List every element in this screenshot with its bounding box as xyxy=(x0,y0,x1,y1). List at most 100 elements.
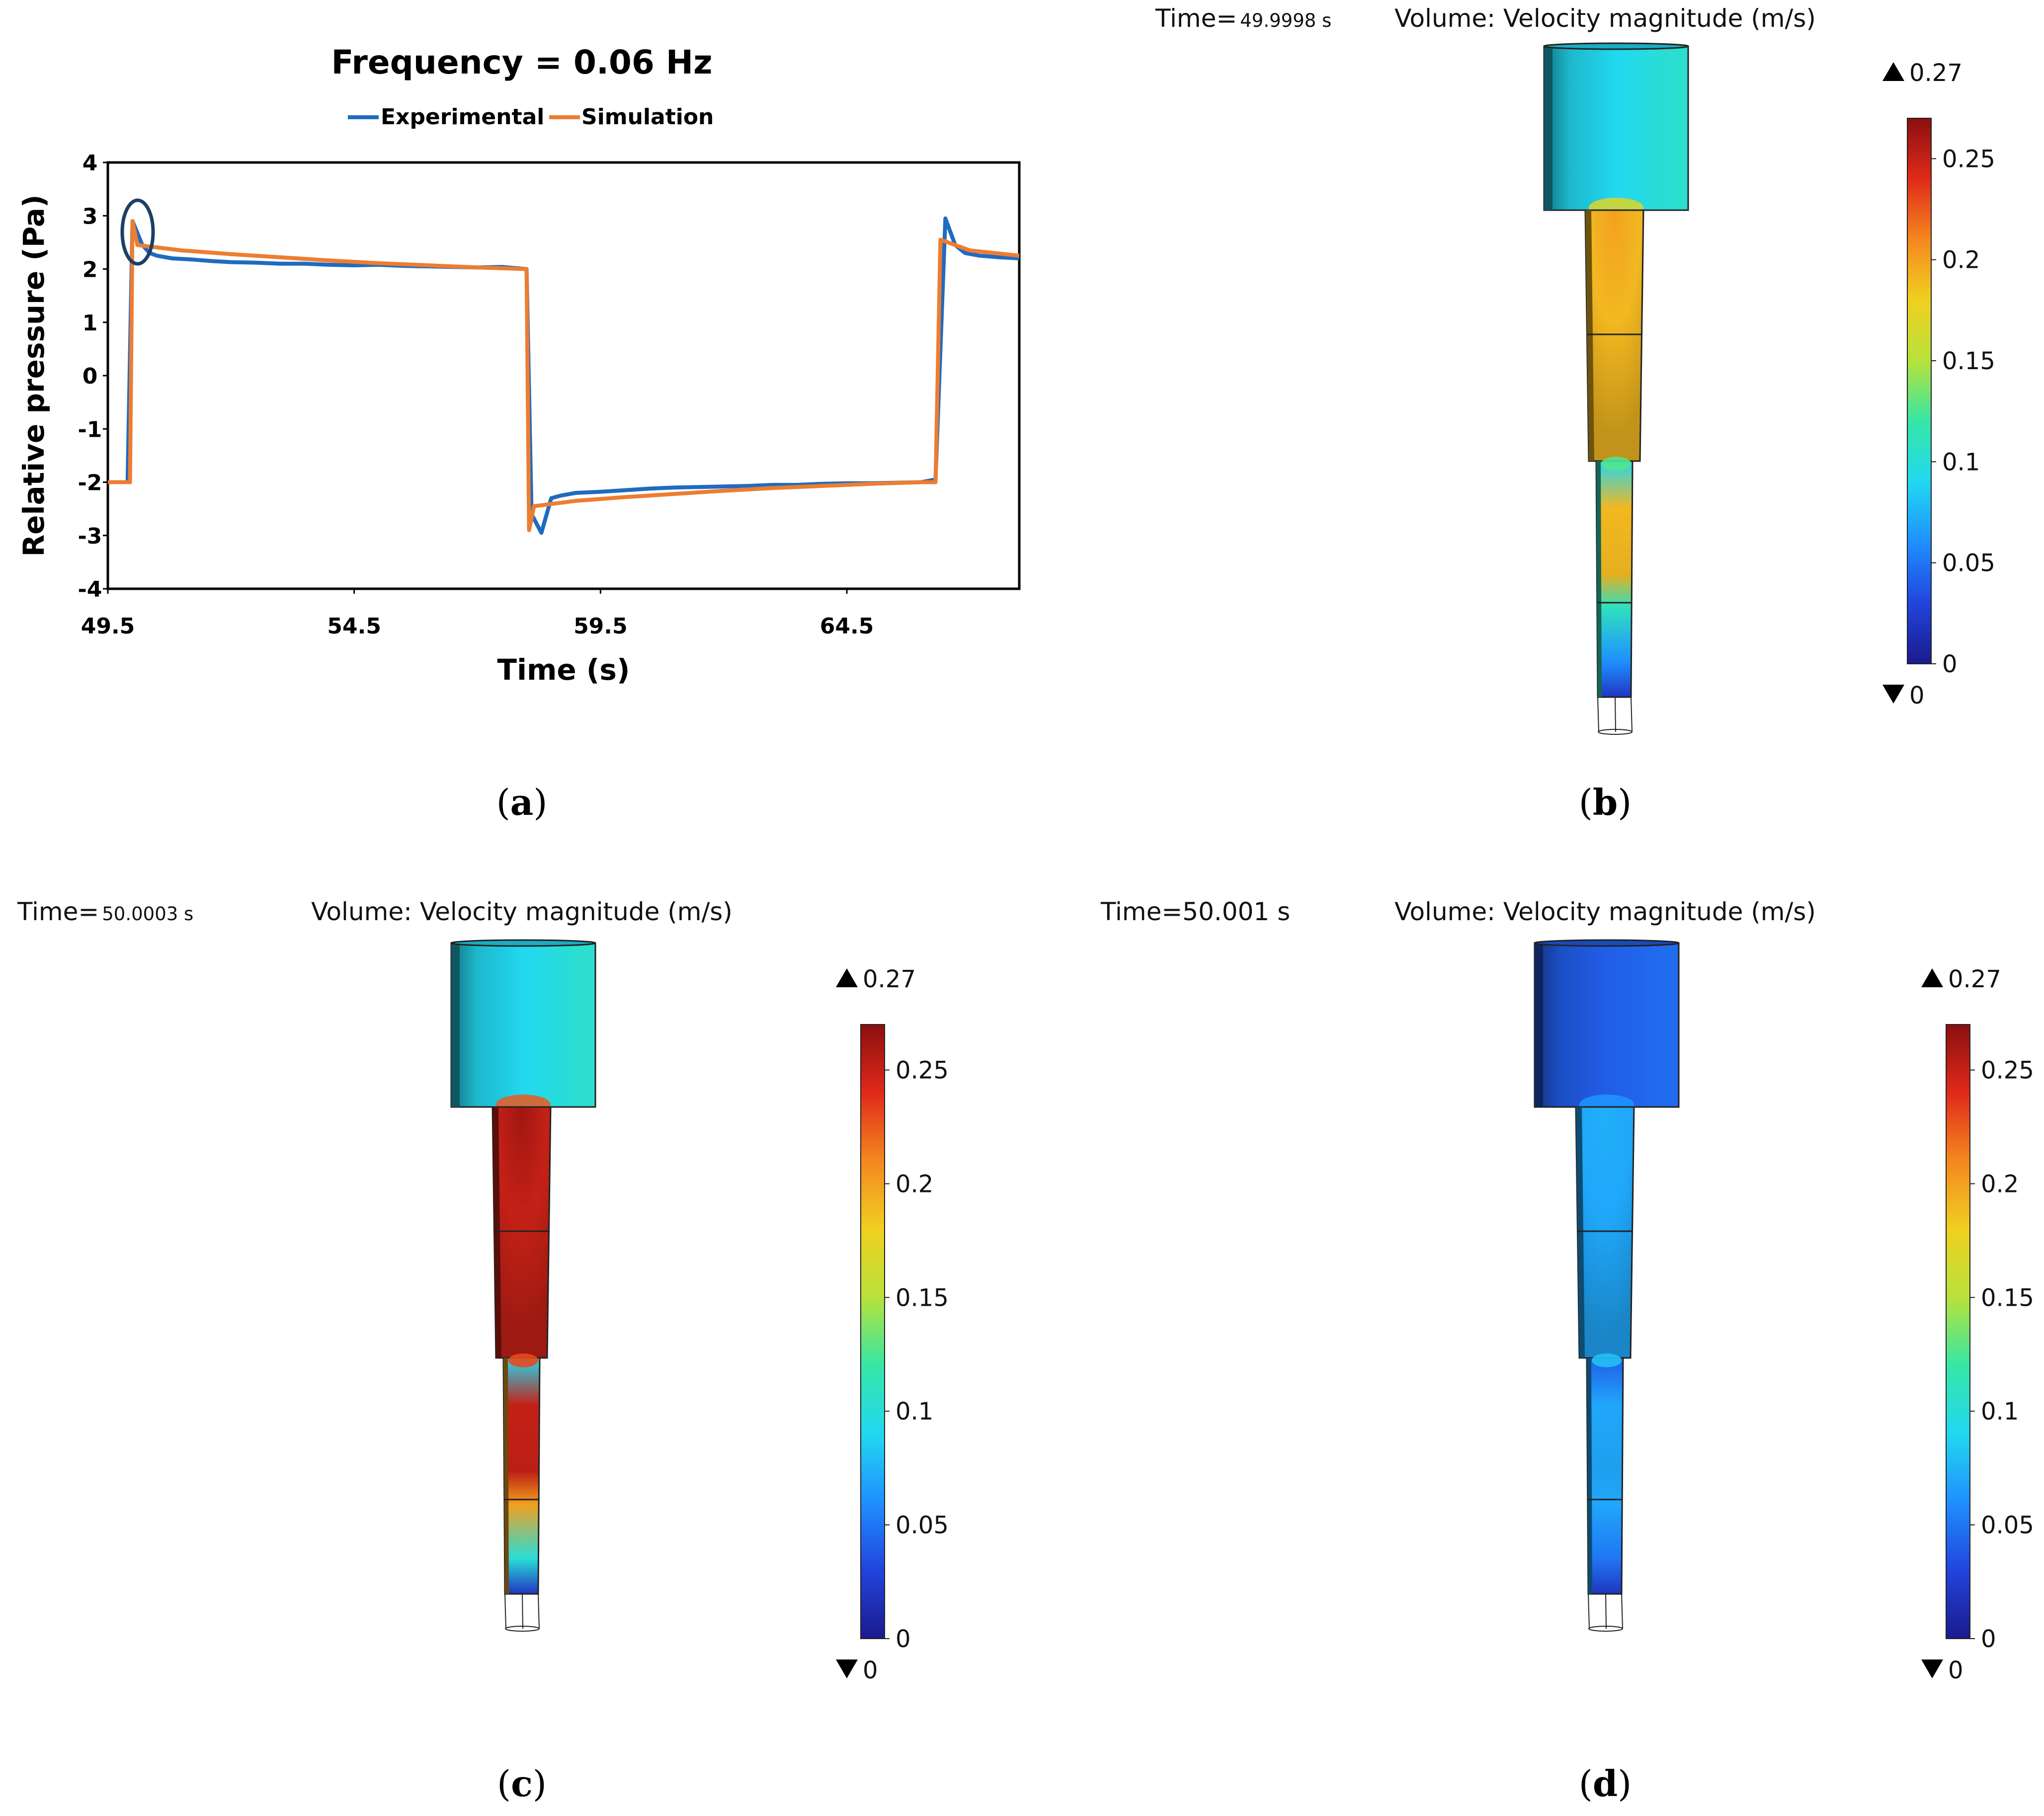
middle-pipe-side xyxy=(492,1107,501,1358)
outlet-tip-wireframe xyxy=(1588,1593,1623,1629)
lower-pipe-side xyxy=(503,1358,509,1594)
caption-c: (c) xyxy=(497,1762,547,1805)
upper-chamber-side xyxy=(1535,943,1543,1107)
y-axis-label: Relative pressure (Pa) xyxy=(17,195,51,557)
colorbar-max-label: 0.27 xyxy=(1909,59,1962,87)
panel-c-volume-title: Volume: Velocity magnitude (m/s) xyxy=(311,897,733,926)
colorbar-tick-label: 0.25 xyxy=(1942,145,1995,173)
x-tick-label: 49.5 xyxy=(81,614,135,639)
panel-b-colorbar: 0.25 0.2 0.15 0.1 0.05 0 0.27 0 xyxy=(1882,59,1995,710)
legend-simulation-label: Simulation xyxy=(581,104,714,130)
colorbar-tick-label: 0.1 xyxy=(1981,1398,2019,1425)
min-triangle-icon xyxy=(1921,1659,1943,1678)
max-triangle-icon xyxy=(836,968,858,987)
min-triangle-icon xyxy=(1882,685,1904,704)
min-triangle-icon xyxy=(836,1659,858,1678)
x-axis-label: Time (s) xyxy=(497,653,630,687)
colorbar-min-label: 0 xyxy=(863,1657,878,1684)
lower-pipe xyxy=(1595,460,1634,698)
colorbar-max-label: 0.27 xyxy=(863,965,916,993)
y-tick-label: 2 xyxy=(82,257,98,283)
colorbar-tick-label: 0.25 xyxy=(1981,1057,2034,1085)
y-tick-label: 1 xyxy=(82,311,98,336)
colorbar-tick-label: 0 xyxy=(1981,1625,1996,1653)
panel-c-geometry xyxy=(450,939,596,1632)
y-axis-ticks: 4 3 2 1 0 -1 -2 -3 -4 xyxy=(78,151,108,602)
middle-pipe-side xyxy=(1585,210,1594,461)
panel-c-time-label: Time= 50.0003 s xyxy=(17,897,193,926)
max-triangle-icon xyxy=(1882,62,1904,81)
panel-b-time-label: Time= 49.9998 s xyxy=(1155,4,1331,33)
overshoot-annotation-circle xyxy=(120,198,155,266)
colorbar-tick-label: 0.2 xyxy=(1981,1170,2019,1198)
lower-pipe-side xyxy=(1596,461,1602,697)
panel-c-simulation: Time= 50.0003 s Volume: Velocity magnitud… xyxy=(17,897,949,1805)
outlet-tip-rim xyxy=(505,1626,540,1632)
y-tick-label: -3 xyxy=(78,524,102,549)
upper-chamber xyxy=(450,942,596,1108)
colorbar-gradient xyxy=(860,1024,885,1639)
colorbar-min-label: 0 xyxy=(1909,682,1925,710)
x-axis-ticks: 49.5 54.5 59.5 64.5 xyxy=(81,589,874,639)
upper-chamber-rim xyxy=(1534,939,1680,947)
y-tick-label: -4 xyxy=(78,577,102,602)
upper-chamber-rim xyxy=(1543,42,1689,50)
panel-d-colorbar: 0.25 0.2 0.15 0.1 0.05 0 0.27 0 xyxy=(1921,965,2034,1684)
legend-experimental-label: Experimental xyxy=(381,104,544,130)
outlet-tip-wireframe xyxy=(1597,697,1633,732)
panel-a-chart: Frequency = 0.06 Hz Experimental Simulat… xyxy=(17,43,1021,823)
colorbar-tick-label: 0.05 xyxy=(1981,1511,2034,1539)
colorbar-tick-label: 0.05 xyxy=(1942,550,1995,577)
colorbar-tick-label: 0.05 xyxy=(896,1511,949,1539)
y-tick-label: -1 xyxy=(78,417,102,442)
panel-b-simulation: Time= 49.9998 s Volume: Velocity magnitud… xyxy=(1155,4,1995,823)
panel-b-geometry xyxy=(1543,42,1689,735)
lower-jet-spot xyxy=(1601,457,1631,471)
lower-jet-spot xyxy=(508,1353,538,1367)
colorbar-tick-label: 0 xyxy=(896,1625,911,1653)
upper-chamber xyxy=(1534,942,1680,1108)
outlet-tip-rim xyxy=(1598,729,1633,735)
x-tick-label: 59.5 xyxy=(573,614,628,639)
middle-pipe xyxy=(1584,209,1644,462)
legend: Experimental Simulation xyxy=(348,104,714,130)
upper-chamber-side xyxy=(1544,46,1553,210)
y-tick-label: 3 xyxy=(82,204,98,229)
colorbar-tick-label: 0.15 xyxy=(1981,1284,2034,1312)
lower-jet-spot xyxy=(1592,1353,1622,1367)
x-tick-label: 54.5 xyxy=(327,614,381,639)
outlet-tip-wireframe xyxy=(504,1593,540,1629)
upper-chamber-side xyxy=(451,943,460,1107)
colorbar-tick-label: 0.2 xyxy=(896,1170,933,1198)
plot-area-frame xyxy=(106,161,1021,590)
caption-a: (a) xyxy=(496,781,548,823)
colorbar-gradient xyxy=(1946,1024,1970,1639)
outlet-tip-rim xyxy=(1588,1626,1623,1632)
chart-title: Frequency = 0.06 Hz xyxy=(331,43,712,81)
colorbar-tick-label: 0.25 xyxy=(896,1057,949,1085)
upper-chamber xyxy=(1543,45,1689,211)
panel-d-volume-title: Volume: Velocity magnitude (m/s) xyxy=(1394,897,1816,926)
colorbar-tick-label: 0.1 xyxy=(1942,448,1980,476)
panel-d-simulation: Time=50.001 s Volume: Velocity magnitude… xyxy=(1100,897,2034,1805)
caption-d: (d) xyxy=(1579,1762,1632,1805)
y-tick-label: 4 xyxy=(82,151,98,176)
y-tick-label: 0 xyxy=(82,364,98,389)
middle-pipe xyxy=(491,1106,552,1359)
colorbar-max-label: 0.27 xyxy=(1948,965,2001,993)
y-tick-label: -2 xyxy=(78,471,102,496)
colorbar-tick-label: 0.15 xyxy=(896,1284,949,1312)
lower-pipe xyxy=(1586,1357,1624,1595)
colorbar-gradient xyxy=(1907,118,1932,664)
x-tick-label: 64.5 xyxy=(820,614,874,639)
panel-d-geometry xyxy=(1534,939,1680,1632)
middle-pipe-side xyxy=(1576,1107,1585,1358)
colorbar-tick-label: 0.1 xyxy=(896,1398,933,1425)
middle-pipe xyxy=(1575,1106,1635,1359)
upper-chamber-rim xyxy=(450,939,596,947)
colorbar-tick-label: 0 xyxy=(1942,650,1958,678)
colorbar-tick-label: 0.2 xyxy=(1942,246,1980,274)
panel-b-volume-title: Volume: Velocity magnitude (m/s) xyxy=(1394,4,1816,33)
max-triangle-icon xyxy=(1921,968,1943,987)
